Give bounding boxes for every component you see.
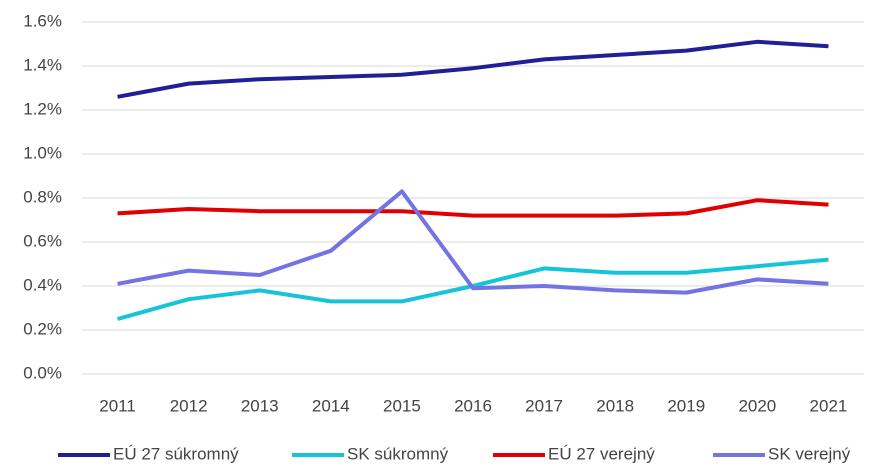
y-tick-label: 0.4%	[23, 275, 62, 294]
x-tick-label: 2011	[99, 396, 136, 415]
y-tick-label: 0.0%	[23, 363, 62, 382]
x-tick-label: 2021	[810, 396, 848, 415]
x-tick-label: 2018	[596, 396, 634, 415]
series-line	[117, 189, 829, 295]
y-tick-label: 1.4%	[23, 55, 62, 74]
y-tick-label: 0.8%	[23, 187, 62, 206]
y-tick-label: 0.6%	[23, 231, 62, 250]
series-line	[117, 39, 829, 99]
x-tick-label: 2013	[241, 396, 279, 415]
x-tick-label: 2017	[525, 396, 563, 415]
x-tick-label: 2016	[454, 396, 492, 415]
x-tick-label: 2019	[667, 396, 705, 415]
x-tick-label: 2014	[312, 396, 350, 415]
y-tick-label: 0.2%	[23, 319, 62, 338]
legend-label: SK verejný	[768, 444, 851, 463]
y-tick-label: 1.0%	[23, 143, 62, 162]
x-tick-label: 2015	[383, 396, 421, 415]
legend-label: EÚ 27 verejný	[548, 444, 655, 463]
series-line	[117, 198, 829, 218]
y-tick-label: 1.2%	[23, 99, 62, 118]
legend-label: EÚ 27 súkromný	[113, 444, 239, 463]
legend-label: SK súkromný	[347, 444, 449, 463]
x-tick-label: 2020	[738, 396, 776, 415]
y-tick-label: 1.6%	[23, 11, 62, 30]
x-tick-label: 2012	[170, 396, 208, 415]
